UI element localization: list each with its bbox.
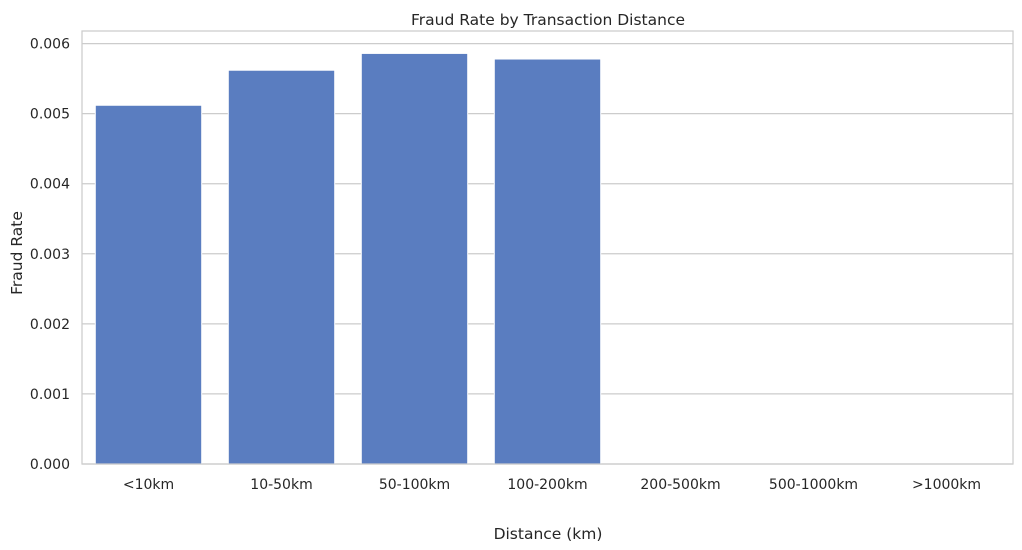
x-axis-label: Distance (km) bbox=[494, 525, 603, 543]
x-tick-label: 50-100km bbox=[379, 477, 450, 493]
y-tick-label: 0.005 bbox=[30, 107, 70, 123]
x-tick-labels: <10km 10-50km 50-100km 100-200km 200-500km 50… bbox=[123, 477, 981, 493]
y-tick-label: 0.002 bbox=[30, 317, 70, 333]
x-tick-label: >1000km bbox=[912, 477, 981, 493]
bar bbox=[360, 52, 469, 465]
x-tick-label: 10-50km bbox=[250, 477, 312, 493]
y-tick-label: 0.006 bbox=[30, 37, 70, 53]
x-tick-label: <10km bbox=[123, 477, 174, 493]
x-tick-label: 200-500km bbox=[640, 477, 720, 493]
bar bbox=[493, 58, 602, 465]
y-tick-label: 0.000 bbox=[30, 457, 70, 473]
x-tick-label: 500-1000km bbox=[769, 477, 858, 493]
x-tick-label: 100-200km bbox=[507, 477, 587, 493]
y-tick-label: 0.001 bbox=[30, 387, 70, 403]
chart-title: Fraud Rate by Transaction Distance bbox=[411, 11, 685, 29]
y-tick-label: 0.004 bbox=[30, 177, 70, 193]
y-tick-labels: 0.000 0.001 0.002 0.003 0.004 0.005 0.006 bbox=[30, 37, 70, 473]
plot-frame bbox=[81, 30, 1014, 465]
y-axis-label: Fraud Rate bbox=[8, 211, 26, 295]
y-tick-label: 0.003 bbox=[30, 247, 70, 263]
bar bbox=[94, 104, 203, 465]
bar bbox=[227, 69, 336, 465]
